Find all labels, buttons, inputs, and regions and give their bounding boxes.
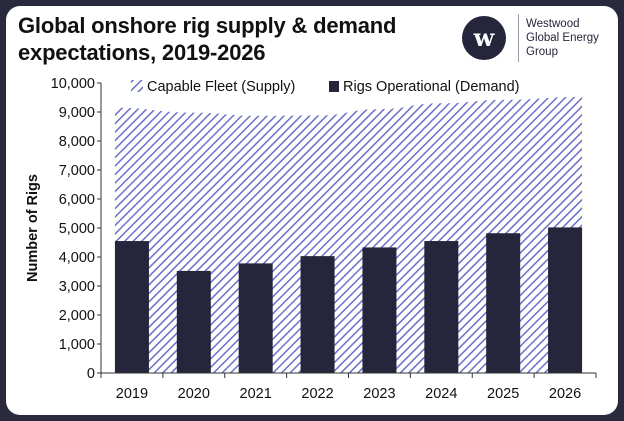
logo-line-2: Global Energy [526,32,599,44]
y-tick-label: 1,000 [59,337,95,353]
y-axis-label: Number of Rigs [25,174,41,282]
demand-bar-2021 [238,263,273,373]
x-tick-label: 2019 [116,386,148,402]
x-tick-label: 2022 [301,386,333,402]
chart-title-line-1: Global onshore rig supply & demand [18,13,397,38]
logo-wordmark: Westwood Global Energy Group [526,17,599,59]
demand-bar-2023 [362,247,397,373]
supply-area [114,96,583,374]
legend-swatch-supply [131,80,143,92]
demand-bar-2024 [424,241,459,373]
logo-line-3: Group [526,46,558,58]
y-tick-label: 3,000 [59,279,95,295]
legend-swatch-demand [329,81,339,92]
y-tick-label: 8,000 [59,134,95,150]
x-tick-label: 2020 [178,386,210,402]
x-tick-label: 2023 [363,386,395,402]
x-tick-label: 2026 [549,386,581,402]
x-tick-label: 2025 [487,386,519,402]
y-tick-label: 7,000 [59,163,95,179]
chart-title: Global onshore rig supply & demand expec… [18,12,438,66]
westwood-logo-icon: w [462,16,506,60]
y-tick-label: 6,000 [59,192,95,208]
y-tick-label: 2,000 [59,308,95,324]
demand-bar-2022 [300,256,335,373]
demand-bar-2020 [176,270,211,373]
demand-bar-2019 [114,241,149,373]
chart-title-line-2: expectations, 2019-2026 [18,40,266,65]
logo-divider [518,14,519,62]
y-tick-label: 10,000 [51,76,95,92]
y-tick-label: 9,000 [59,105,95,121]
legend-label-demand: Rigs Operational (Demand) [343,79,520,95]
y-tick-label: 4,000 [59,250,95,266]
legend-label-supply: Capable Fleet (Supply) [147,79,295,95]
x-tick-label: 2024 [425,386,457,402]
demand-bar-2025 [486,233,521,373]
y-tick-label: 5,000 [59,221,95,237]
y-tick-label: 0 [87,366,95,382]
logo-line-1: Westwood [526,18,580,30]
x-tick-label: 2021 [240,386,272,402]
demand-bar-2026 [548,227,583,373]
